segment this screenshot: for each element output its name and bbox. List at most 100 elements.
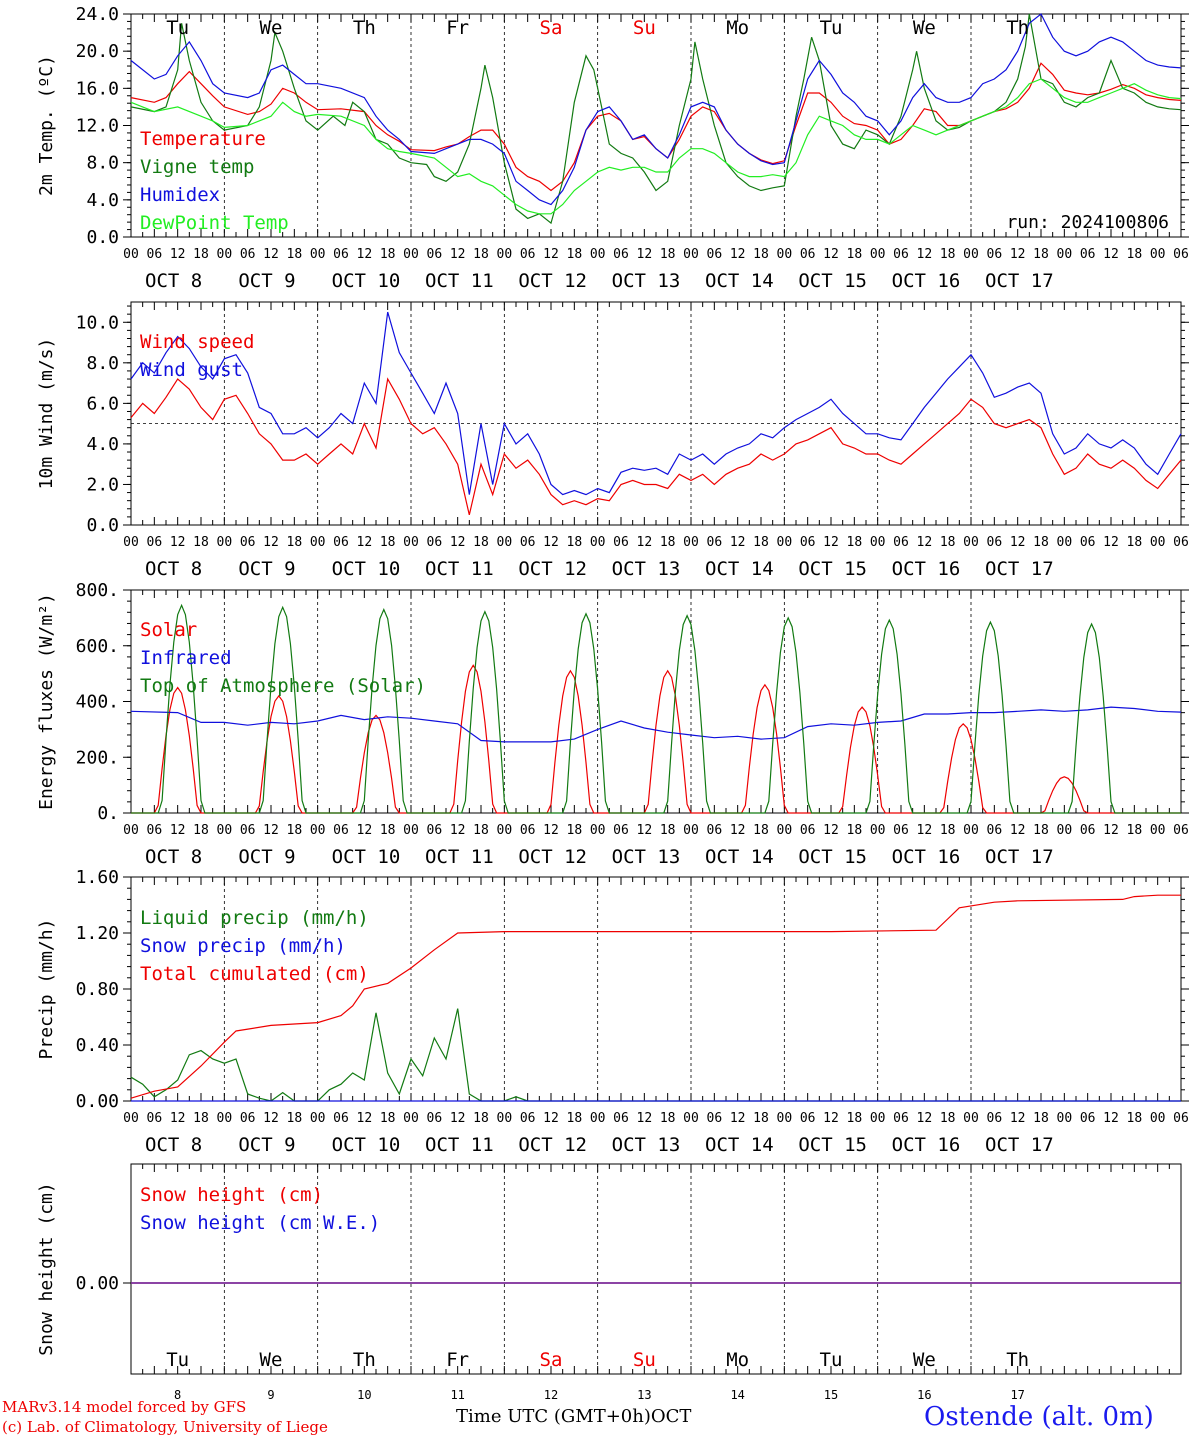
- day-number: 10: [357, 1388, 371, 1402]
- date-label: OCT 8: [145, 558, 202, 580]
- hour-label: 12: [1010, 823, 1026, 838]
- day-name-bottom: We: [260, 1349, 283, 1371]
- hour-label: 00: [217, 247, 233, 262]
- y-tick-label: 8.0: [86, 353, 119, 374]
- lab-credit: (c) Lab. of Climatology, University of L…: [2, 1418, 328, 1436]
- hour-label: 18: [847, 247, 863, 262]
- hour-label: 00: [497, 535, 513, 550]
- hour-label: 06: [707, 535, 723, 550]
- date-label: OCT 9: [238, 846, 295, 868]
- hour-label: 00: [1057, 1111, 1073, 1126]
- hour-label: 18: [940, 535, 956, 550]
- hour-label: 12: [917, 535, 933, 550]
- station-name: Ostende (alt. 0m): [924, 1402, 1154, 1432]
- hour-label: 06: [147, 247, 163, 262]
- hour-label: 18: [1127, 247, 1143, 262]
- hour-label: 18: [940, 247, 956, 262]
- legend-entry: Snow height (cm): [140, 1184, 323, 1206]
- hour-label: 00: [123, 823, 139, 838]
- hour-label: 06: [147, 1111, 163, 1126]
- hour-label: 06: [893, 823, 909, 838]
- hour-label: 12: [263, 247, 279, 262]
- hour-label: 18: [380, 823, 396, 838]
- y-tick-label: 0.00: [76, 1273, 119, 1294]
- model-credit: MARv3.14 model forced by GFS: [2, 1398, 247, 1416]
- hour-label: 06: [987, 247, 1003, 262]
- hour-label: 00: [777, 247, 793, 262]
- hour-label: 12: [1103, 535, 1119, 550]
- panel-wind: 0.0 2.0 4.0 6.0 8.0 10.0 10m Wind (m/s) 00 06 12 1…: [36, 301, 1189, 580]
- hour-label: 00: [403, 535, 419, 550]
- date-label: OCT 10: [332, 558, 401, 580]
- hour-label: 12: [1103, 247, 1119, 262]
- date-label: OCT 17: [985, 846, 1054, 868]
- hour-label: 18: [1033, 535, 1049, 550]
- hour-label: 12: [637, 535, 653, 550]
- y-tick-label: 1.20: [76, 923, 119, 944]
- hour-label: 12: [357, 535, 373, 550]
- hour-label: 12: [450, 247, 466, 262]
- y-tick-label: 0.0: [86, 515, 119, 536]
- hour-label: 18: [287, 247, 303, 262]
- day-name-top: Su: [633, 17, 656, 39]
- legend-entry: Wind gust: [140, 359, 243, 381]
- hour-label: 12: [263, 823, 279, 838]
- hour-label: 00: [683, 1111, 699, 1126]
- date-label: OCT 17: [985, 270, 1054, 292]
- date-label: OCT 17: [985, 558, 1054, 580]
- hour-label: 12: [730, 1111, 746, 1126]
- day-name-top: Th: [1006, 17, 1029, 39]
- hour-label: 12: [637, 247, 653, 262]
- date-label: OCT 10: [332, 846, 401, 868]
- day-name-bottom: We: [913, 1349, 936, 1371]
- hour-label: 12: [450, 1111, 466, 1126]
- hour-label: 00: [1150, 247, 1166, 262]
- hour-label: 06: [1080, 1111, 1096, 1126]
- hour-label: 12: [357, 823, 373, 838]
- x-axis-label: Time UTC (GMT+0h)OCT: [456, 1406, 691, 1427]
- hour-label: 00: [963, 1111, 979, 1126]
- hour-label: 18: [287, 1111, 303, 1126]
- day-name-top: Mo: [726, 17, 749, 39]
- hour-label: 06: [1173, 535, 1189, 550]
- hour-label: 18: [753, 823, 769, 838]
- legend-entry: Vigne temp: [140, 156, 254, 178]
- hour-label: 06: [893, 247, 909, 262]
- hour-label: 12: [170, 535, 186, 550]
- hour-label: 18: [567, 535, 583, 550]
- hour-label: 06: [800, 247, 816, 262]
- hour-label: 06: [707, 1111, 723, 1126]
- hour-label: 06: [800, 535, 816, 550]
- hour-label: 00: [217, 823, 233, 838]
- y-tick-label: 600.: [76, 636, 119, 657]
- hour-label: 06: [987, 823, 1003, 838]
- hour-label: 12: [170, 823, 186, 838]
- hour-label: 00: [683, 247, 699, 262]
- date-label: OCT 13: [612, 558, 681, 580]
- hour-label: 18: [473, 535, 489, 550]
- hour-label: 00: [683, 823, 699, 838]
- hour-label: 06: [427, 823, 443, 838]
- hour-label: 18: [193, 247, 209, 262]
- hour-label: 06: [240, 535, 256, 550]
- hour-label: 18: [1033, 247, 1049, 262]
- hour-label: 06: [1080, 823, 1096, 838]
- y-tick-label: 16.0: [76, 78, 119, 99]
- hour-label: 18: [473, 247, 489, 262]
- hour-label: 18: [753, 1111, 769, 1126]
- y-tick-label: 20.0: [76, 41, 119, 62]
- hour-label: 06: [987, 535, 1003, 550]
- y-tick-label: 400.: [76, 692, 119, 713]
- x-axis-month: OCT: [650, 1406, 692, 1427]
- hour-label: 18: [847, 535, 863, 550]
- x-axis-title: Time UTC (GMT+0h): [456, 1406, 651, 1427]
- y-tick-label: 8.0: [86, 153, 119, 174]
- hour-label: 18: [287, 823, 303, 838]
- day-name-bottom: Mo: [726, 1349, 749, 1371]
- date-label: OCT 13: [612, 1134, 681, 1156]
- run-annotation: run: 2024100806: [1006, 212, 1169, 233]
- hour-label: 06: [893, 1111, 909, 1126]
- hour-label: 12: [1010, 247, 1026, 262]
- hour-label: 06: [800, 823, 816, 838]
- hour-label: 12: [730, 247, 746, 262]
